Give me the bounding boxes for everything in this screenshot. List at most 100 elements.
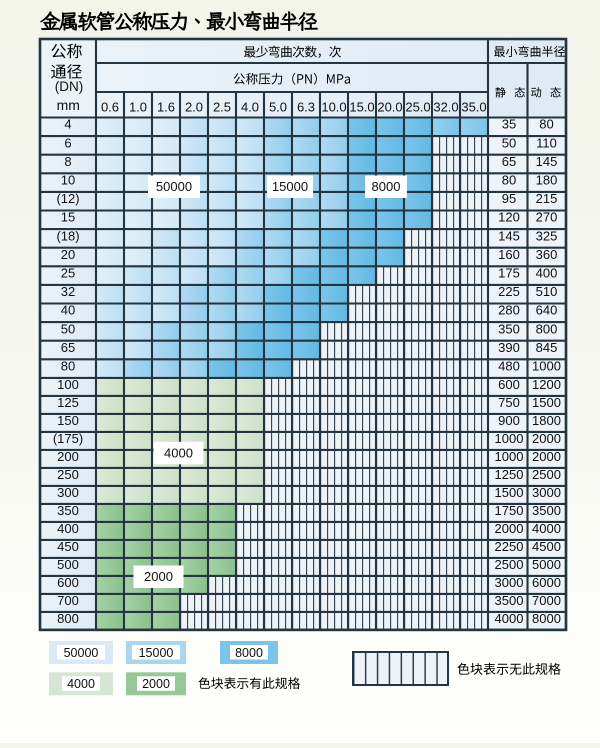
svg-text:400: 400 (536, 266, 558, 281)
svg-text:3500: 3500 (495, 593, 524, 608)
svg-text:50: 50 (61, 321, 75, 336)
svg-text:6: 6 (64, 135, 71, 150)
svg-text:350: 350 (57, 503, 79, 518)
svg-text:35.0: 35.0 (461, 100, 486, 115)
svg-text:4000: 4000 (164, 446, 193, 461)
svg-text:1800: 1800 (532, 413, 561, 428)
svg-text:800: 800 (536, 321, 558, 336)
svg-text:mm: mm (57, 97, 80, 113)
svg-text:15.0: 15.0 (349, 100, 374, 115)
svg-text:20.0: 20.0 (377, 100, 402, 115)
svg-text:215: 215 (536, 191, 558, 206)
svg-text:225: 225 (498, 284, 520, 299)
svg-text:175: 175 (498, 266, 520, 281)
svg-text:100: 100 (57, 377, 79, 392)
svg-text:32.0: 32.0 (433, 100, 458, 115)
svg-text:750: 750 (498, 395, 520, 410)
svg-text:80: 80 (61, 359, 75, 374)
svg-text:5000: 5000 (532, 557, 561, 572)
svg-text:480: 480 (498, 359, 520, 374)
svg-text:50: 50 (502, 135, 516, 150)
svg-text:35: 35 (502, 117, 516, 132)
svg-text:2000: 2000 (144, 569, 173, 584)
svg-text:3000: 3000 (495, 575, 524, 590)
svg-text:1000: 1000 (495, 449, 524, 464)
svg-text:25: 25 (61, 266, 75, 281)
svg-text:50000: 50000 (64, 646, 99, 660)
svg-text:4.0: 4.0 (241, 100, 259, 115)
svg-text:0.6: 0.6 (101, 100, 119, 115)
svg-text:95: 95 (502, 191, 516, 206)
svg-text:180: 180 (536, 173, 558, 188)
svg-text:80: 80 (502, 173, 516, 188)
svg-text:360: 360 (536, 247, 558, 262)
svg-text:325: 325 (536, 228, 558, 243)
svg-text:1750: 1750 (495, 503, 524, 518)
svg-text:1200: 1200 (532, 377, 561, 392)
svg-text:125: 125 (57, 395, 79, 410)
svg-text:640: 640 (536, 303, 558, 318)
svg-text:4: 4 (64, 117, 71, 132)
svg-text:2000: 2000 (532, 449, 561, 464)
svg-text:4000: 4000 (67, 677, 95, 691)
svg-text:2500: 2500 (495, 557, 524, 572)
svg-text:1.6: 1.6 (157, 100, 175, 115)
svg-text:2250: 2250 (495, 539, 524, 554)
svg-text:8000: 8000 (235, 646, 263, 660)
svg-text:2500: 2500 (532, 467, 561, 482)
svg-text:50000: 50000 (156, 179, 192, 194)
svg-text:(18): (18) (56, 228, 79, 243)
svg-text:350: 350 (498, 321, 520, 336)
svg-text:(12): (12) (56, 191, 79, 206)
svg-text:10.0: 10.0 (321, 100, 346, 115)
svg-text:3500: 3500 (532, 503, 561, 518)
svg-text:2000: 2000 (142, 677, 170, 691)
svg-text:900: 900 (498, 413, 520, 428)
svg-text:15000: 15000 (139, 646, 174, 660)
svg-text:500: 500 (57, 557, 79, 572)
svg-text:280: 280 (498, 303, 520, 318)
svg-text:25.0: 25.0 (405, 100, 430, 115)
svg-text:80: 80 (539, 117, 553, 132)
svg-text:145: 145 (536, 154, 558, 169)
svg-text:4500: 4500 (532, 539, 561, 554)
svg-text:150: 150 (57, 413, 79, 428)
svg-text:250: 250 (57, 467, 79, 482)
svg-text:700: 700 (57, 593, 79, 608)
svg-text:7000: 7000 (532, 593, 561, 608)
svg-text:120: 120 (498, 210, 520, 225)
svg-text:65: 65 (502, 154, 516, 169)
svg-text:2.5: 2.5 (213, 100, 231, 115)
svg-text:845: 845 (536, 340, 558, 355)
svg-text:20: 20 (61, 247, 75, 262)
svg-text:(175): (175) (53, 431, 83, 446)
svg-text:15: 15 (61, 210, 75, 225)
svg-text:200: 200 (57, 449, 79, 464)
svg-text:3000: 3000 (532, 485, 561, 500)
svg-text:600: 600 (57, 575, 79, 590)
svg-text:4000: 4000 (532, 521, 561, 536)
svg-text:8000: 8000 (372, 179, 401, 194)
svg-text:1500: 1500 (532, 395, 561, 410)
svg-text:65: 65 (61, 340, 75, 355)
svg-text:800: 800 (57, 611, 79, 626)
svg-text:2000: 2000 (532, 431, 561, 446)
svg-text:6.3: 6.3 (297, 100, 315, 115)
svg-text:270: 270 (536, 210, 558, 225)
svg-text:4000: 4000 (495, 611, 524, 626)
svg-text:450: 450 (57, 539, 79, 554)
svg-text:15000: 15000 (272, 179, 308, 194)
svg-text:390: 390 (498, 340, 520, 355)
svg-text:8: 8 (64, 154, 71, 169)
svg-text:5.0: 5.0 (269, 100, 287, 115)
svg-text:6000: 6000 (532, 575, 561, 590)
svg-text:600: 600 (498, 377, 520, 392)
svg-text:10: 10 (61, 173, 75, 188)
svg-text:1.0: 1.0 (129, 100, 147, 115)
svg-text:145: 145 (498, 228, 520, 243)
svg-text:300: 300 (57, 485, 79, 500)
svg-text:400: 400 (57, 521, 79, 536)
svg-text:110: 110 (536, 135, 557, 150)
svg-text:8000: 8000 (532, 611, 561, 626)
svg-text:1500: 1500 (495, 485, 524, 500)
